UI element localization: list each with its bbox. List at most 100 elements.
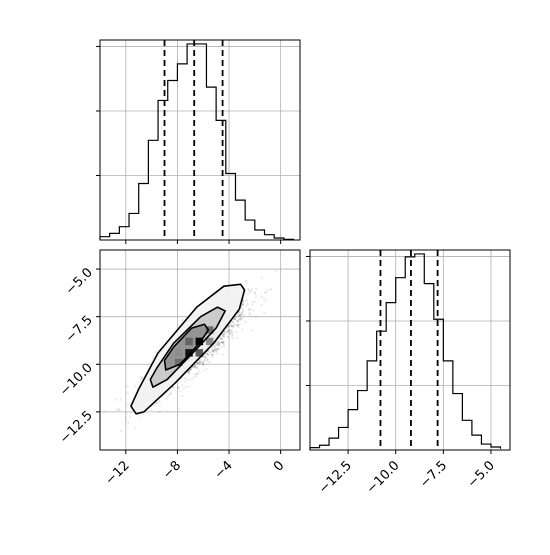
scatter-point — [222, 333, 225, 336]
scatter-point — [226, 326, 229, 329]
scatter-point — [187, 372, 190, 375]
scatter-point — [254, 291, 257, 295]
scatter-point — [187, 370, 190, 373]
scatter-point — [240, 307, 243, 310]
scatter-point — [153, 403, 156, 407]
scatter-point — [202, 364, 205, 367]
scatter-point — [265, 299, 268, 302]
scatter-point — [250, 289, 253, 293]
scatter-point — [234, 315, 237, 318]
scatter-point — [196, 361, 199, 365]
scatter-point — [241, 302, 245, 305]
scatter-point — [176, 386, 179, 389]
scatter-point — [181, 318, 185, 322]
scatter-point — [169, 392, 172, 395]
scatter-point — [129, 415, 132, 419]
scatter-point — [240, 313, 243, 316]
scatter-point — [230, 329, 233, 332]
scatter-point — [216, 347, 219, 350]
scatter-point — [235, 331, 238, 334]
scatter-point — [251, 303, 254, 306]
scatter-point — [206, 358, 209, 361]
scatter-point — [209, 351, 212, 354]
scatter-point — [254, 294, 257, 298]
scatter-point — [206, 360, 209, 363]
scatter-point — [218, 342, 221, 346]
scatter-point — [230, 335, 234, 338]
scatter-point — [198, 362, 202, 365]
scatter-point — [247, 289, 250, 292]
scatter-point — [124, 419, 127, 422]
scatter-point — [130, 411, 133, 414]
scatter-point — [230, 325, 233, 328]
scatter-point — [184, 377, 187, 380]
scatter-point — [232, 318, 236, 321]
scatter-point — [117, 408, 121, 411]
scatter-point — [217, 343, 220, 346]
scatter-point — [222, 341, 225, 344]
scatter-point — [231, 324, 234, 328]
scatter-point — [238, 317, 241, 321]
scatter-point — [204, 359, 207, 362]
scatter-point — [189, 368, 192, 371]
scatter-point — [204, 355, 207, 359]
scatter-point — [244, 280, 247, 283]
scatter-point — [212, 349, 215, 352]
scatter-point — [248, 313, 251, 316]
scatter-point — [211, 353, 214, 356]
scatter-point — [241, 317, 245, 320]
scatter-point — [253, 291, 256, 294]
scatter-point — [241, 303, 244, 307]
scatter-point — [249, 307, 252, 310]
scatter-point — [244, 300, 247, 303]
scatter-point — [181, 394, 184, 398]
scatter-point — [216, 347, 219, 351]
scatter-point — [195, 365, 198, 369]
y-marginal-frame — [309, 249, 511, 451]
x-marginal-frame — [99, 39, 301, 241]
scatter-point — [237, 320, 240, 323]
scatter-point — [126, 385, 129, 388]
scatter-point — [199, 361, 202, 364]
scatter-point — [220, 341, 224, 344]
scatter-point — [210, 354, 213, 357]
scatter-point — [248, 308, 251, 311]
scatter-point — [192, 376, 196, 379]
scatter-point — [207, 353, 210, 356]
scatter-point — [184, 380, 187, 383]
scatter-point — [211, 350, 214, 353]
scatter-point — [201, 361, 204, 364]
density-cell — [195, 349, 204, 357]
scatter-point — [251, 309, 255, 312]
scatter-point — [196, 372, 200, 376]
scatter-point — [231, 321, 234, 324]
scatter-point — [239, 314, 242, 317]
scatter-point — [246, 303, 250, 306]
scatter-point — [254, 315, 257, 319]
scatter-point — [124, 416, 127, 419]
scatter-point — [177, 386, 180, 389]
scatter-point — [222, 341, 225, 344]
scatter-point — [120, 430, 123, 433]
scatter-point — [166, 410, 169, 413]
scatter-point — [250, 287, 253, 290]
scatter-point — [206, 367, 209, 370]
scatter-point — [239, 313, 242, 316]
scatter-point — [141, 377, 144, 380]
scatter-point — [236, 323, 239, 326]
scatter-point — [119, 398, 122, 401]
scatter-point — [233, 317, 237, 320]
y-marginal-panel — [306, 249, 511, 454]
scatter-point — [196, 367, 199, 370]
scatter-point — [264, 290, 267, 293]
scatter-point — [211, 356, 214, 359]
scatter-point — [196, 372, 199, 375]
scatter-point — [206, 353, 209, 356]
scatter-point — [192, 365, 195, 369]
scatter-point — [255, 287, 258, 290]
scatter-point — [208, 361, 211, 364]
scatter-point — [231, 337, 234, 340]
scatter-point — [186, 378, 190, 382]
contour-line-middle — [149, 306, 226, 388]
